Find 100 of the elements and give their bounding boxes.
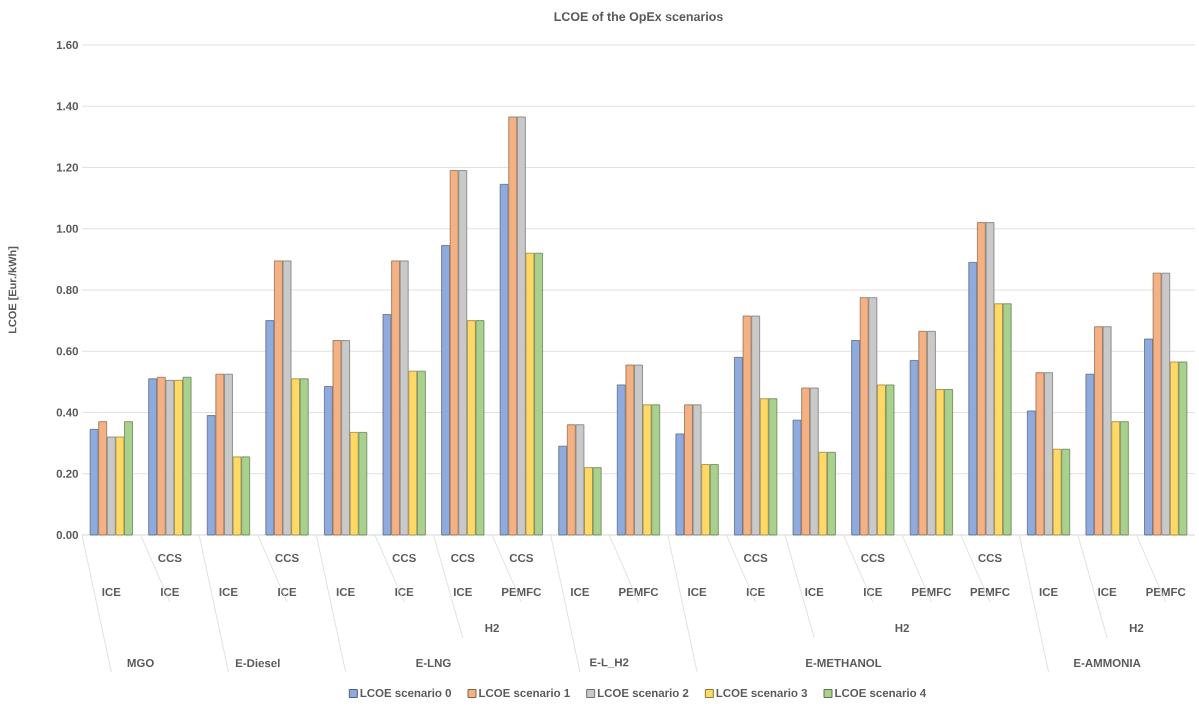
y-tick-label: 1.60 [56, 40, 79, 50]
x-tick-label: ICE [805, 587, 824, 597]
bar [1035, 372, 1045, 536]
x-tick-label: ICE [219, 587, 238, 597]
bar [349, 432, 359, 536]
bar [684, 404, 693, 536]
text: E-AMMONIA [1074, 658, 1141, 668]
x-tick-label: ICE [1039, 587, 1058, 597]
bar [709, 464, 719, 536]
y-tick-label: 0.60 [56, 347, 79, 356]
bar [1152, 272, 1162, 536]
bar [994, 303, 1003, 536]
bar [877, 384, 886, 536]
bar [1052, 448, 1062, 536]
bar [182, 376, 192, 536]
bar [1027, 410, 1036, 536]
bar [692, 404, 702, 536]
bar [265, 320, 275, 536]
bar [768, 398, 778, 536]
bar [701, 464, 711, 536]
x-tick-label: PEMFC [502, 587, 542, 597]
y-tick-label: 0.40 [56, 408, 79, 417]
legend-label: LCOE scenario 2 [597, 688, 689, 698]
bar [575, 424, 585, 536]
bar [1169, 361, 1179, 536]
bar [232, 456, 242, 536]
bar [584, 467, 593, 536]
bar [1144, 338, 1153, 536]
y-tick-label: 0.80 [56, 285, 79, 295]
legend-label: LCOE scenario 4 [835, 688, 927, 698]
text: CCS [744, 553, 768, 563]
bar [274, 260, 283, 536]
text: CCS [861, 553, 885, 563]
bar [89, 428, 99, 536]
x-tick-label: ICE [688, 587, 707, 597]
text: H2 [895, 623, 909, 632]
x-tick-label: ICE [453, 587, 472, 597]
bar [382, 314, 392, 536]
bar [944, 389, 953, 536]
bar [165, 379, 175, 536]
bar [441, 245, 450, 536]
bar [566, 424, 576, 536]
bar [859, 297, 869, 536]
bar [977, 222, 986, 536]
bar [751, 315, 761, 536]
bar [291, 378, 300, 536]
x-tick-label: ICE [336, 587, 355, 597]
y-axis-title: LCOE [Eur./kWh] [8, 246, 19, 334]
bar [399, 260, 409, 536]
bar [625, 364, 635, 536]
y-tick-label: 0.00 [56, 530, 79, 540]
bar [332, 340, 342, 536]
text: H2 [1129, 623, 1144, 632]
bar [801, 387, 810, 536]
bar [742, 315, 752, 536]
x-tick-label: ICE [746, 587, 765, 597]
text: CCS [392, 553, 416, 563]
bar [1085, 373, 1095, 536]
y-tick-label: 0.20 [56, 469, 79, 478]
bar [1002, 303, 1012, 536]
bar [818, 451, 828, 536]
bar [1178, 361, 1188, 536]
bar [324, 386, 333, 536]
x-tick-label: PEMFC [619, 587, 659, 597]
x-tick-label: ICE [278, 587, 297, 597]
x-tick-label: ICE [571, 587, 590, 597]
bar [634, 364, 643, 536]
bar [508, 116, 518, 536]
bar [299, 378, 309, 536]
bar [851, 340, 860, 536]
bar [759, 398, 769, 536]
y-tick-label: 1.20 [56, 163, 79, 172]
bar [985, 222, 995, 536]
bar [734, 357, 743, 536]
bar [408, 370, 418, 536]
bar [215, 373, 225, 536]
bar [148, 378, 158, 536]
bar [935, 389, 945, 536]
bar [1119, 421, 1129, 536]
bar [224, 373, 233, 536]
bar [1094, 326, 1103, 536]
text: H2 [485, 623, 499, 632]
bar [475, 320, 485, 536]
bar [1102, 326, 1112, 536]
x-tick-label: PEMFC [1146, 587, 1186, 597]
text: CCS [158, 553, 182, 563]
text: CCS [451, 553, 475, 563]
bar [417, 370, 426, 536]
text: CCS [978, 553, 1002, 563]
x-tick-label: PEMFC [970, 587, 1010, 597]
bar [1061, 448, 1071, 536]
legend-label: LCOE scenario 3 [716, 688, 808, 698]
bar [1044, 372, 1053, 536]
x-tick-label: ICE [864, 587, 882, 597]
bar [517, 116, 526, 536]
chart-title: LCOE of the OpEx scenarios [554, 11, 723, 24]
bar [558, 445, 568, 536]
bar [909, 360, 919, 536]
bar [391, 260, 400, 536]
x-tick-label: ICE [1098, 587, 1117, 597]
